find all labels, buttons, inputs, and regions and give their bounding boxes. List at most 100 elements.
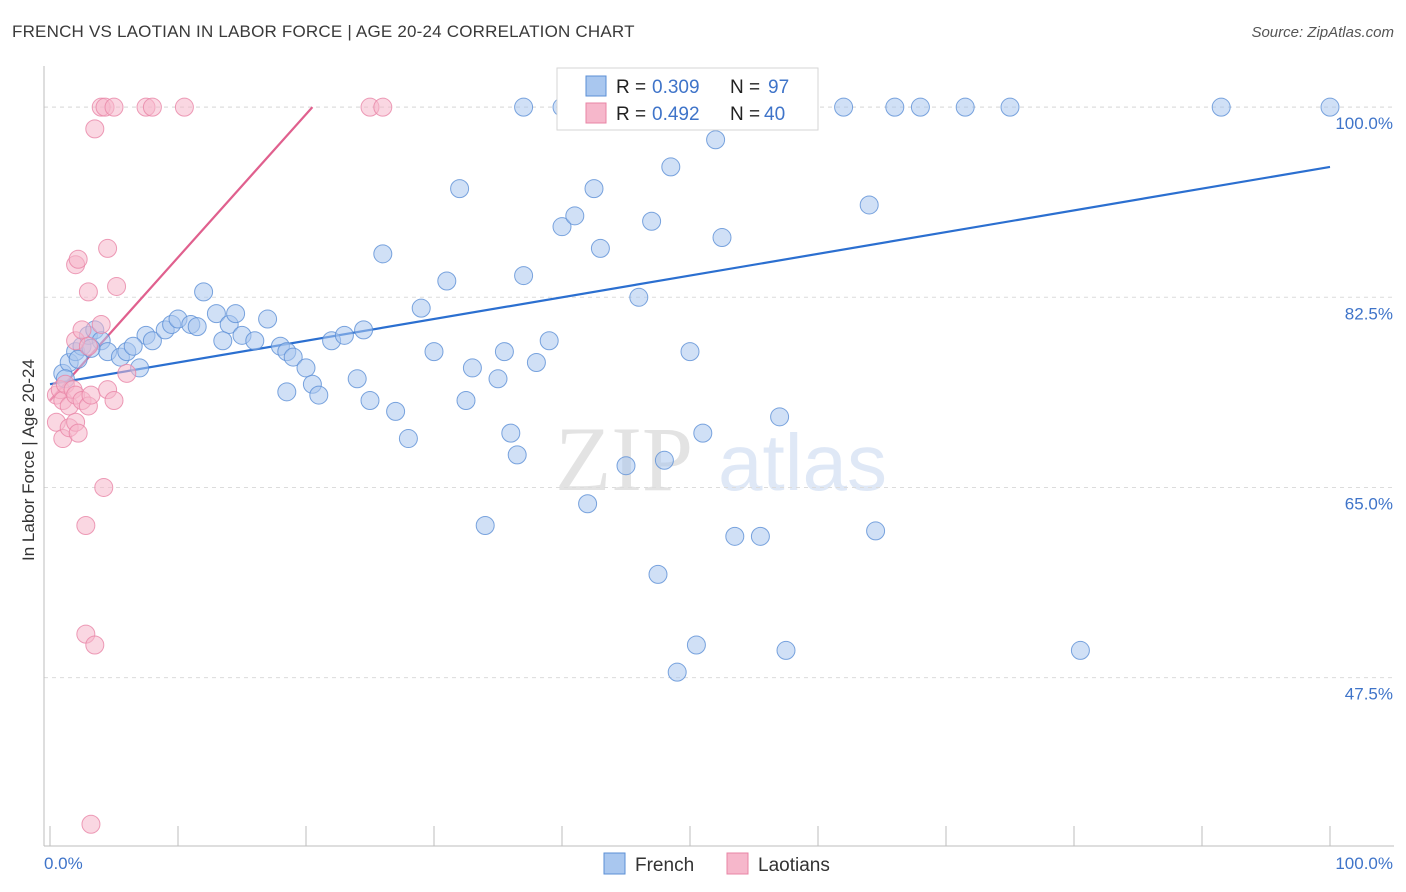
french-data-point[interactable]	[309, 385, 329, 405]
laotian-data-point[interactable]	[373, 97, 393, 117]
french-data-point[interactable]	[226, 304, 246, 324]
bottom-legend-label-laotians[interactable]: Laotians	[758, 855, 830, 876]
french-data-point[interactable]	[213, 331, 233, 351]
french-data-point[interactable]	[424, 342, 444, 362]
laotian-data-point[interactable]	[117, 363, 137, 383]
french-data-point[interactable]	[706, 130, 726, 150]
french-data-point[interactable]	[245, 331, 265, 351]
french-data-point[interactable]	[776, 640, 796, 660]
series-legend: French Laotians	[603, 852, 830, 876]
french-data-point[interactable]	[539, 331, 559, 351]
french-data-point[interactable]	[494, 342, 514, 362]
laotian-data-point[interactable]	[78, 336, 98, 356]
bottom-legend-swatch-french[interactable]	[603, 852, 626, 875]
french-data-point[interactable]	[834, 97, 854, 117]
x-tick-label-min: 0.0%	[44, 854, 83, 873]
laotian-data-point[interactable]	[174, 97, 194, 117]
laotian-data-point[interactable]	[81, 814, 101, 834]
french-data-point[interactable]	[680, 342, 700, 362]
laotian-data-point[interactable]	[72, 320, 92, 340]
french-data-point[interactable]	[386, 401, 406, 421]
legend-swatch-laotians	[585, 102, 607, 124]
laotian-data-point[interactable]	[104, 97, 124, 117]
french-data-point[interactable]	[277, 382, 297, 402]
french-data-point[interactable]	[552, 217, 572, 237]
data-points	[46, 97, 1340, 834]
french-data-point[interactable]	[910, 97, 930, 117]
french-data-point[interactable]	[667, 662, 687, 682]
y-tick-label: 65.0%	[1345, 494, 1393, 513]
french-data-point[interactable]	[1320, 97, 1340, 117]
french-data-point[interactable]	[629, 287, 649, 307]
french-data-point[interactable]	[859, 195, 879, 215]
french-data-point[interactable]	[565, 206, 585, 226]
french-data-point[interactable]	[347, 369, 367, 389]
laotian-data-point[interactable]	[98, 238, 118, 258]
french-data-point[interactable]	[584, 179, 604, 199]
bottom-legend-label-french[interactable]: French	[635, 855, 694, 876]
legend-r-value-laotians: 0.492	[652, 104, 700, 125]
french-data-point[interactable]	[373, 244, 393, 264]
french-data-point[interactable]	[1000, 97, 1020, 117]
watermark-atlas: atlas	[718, 418, 887, 507]
french-data-point[interactable]	[142, 331, 162, 351]
laotian-data-point[interactable]	[76, 515, 96, 535]
french-data-point[interactable]	[642, 211, 662, 231]
bottom-legend-swatch-laotians[interactable]	[726, 852, 749, 875]
french-data-point[interactable]	[450, 179, 470, 199]
y-axis-label: In Labor Force | Age 20-24	[19, 359, 38, 561]
french-data-point[interactable]	[398, 429, 418, 449]
laotian-data-point[interactable]	[81, 385, 101, 405]
french-data-point[interactable]	[955, 97, 975, 117]
french-data-point[interactable]	[578, 494, 598, 514]
french-data-point[interactable]	[661, 157, 681, 177]
french-data-point[interactable]	[258, 309, 278, 329]
french-data-point[interactable]	[514, 97, 534, 117]
french-data-point[interactable]	[360, 391, 380, 411]
source-label[interactable]: Source: ZipAtlas.com	[1251, 24, 1394, 41]
french-data-point[interactable]	[296, 358, 316, 378]
french-data-point[interactable]	[514, 266, 534, 286]
french-data-point[interactable]	[770, 407, 790, 427]
laotian-data-point[interactable]	[78, 282, 98, 302]
french-data-point[interactable]	[885, 97, 905, 117]
french-data-point[interactable]	[725, 526, 745, 546]
french-data-point[interactable]	[411, 298, 431, 318]
french-data-point[interactable]	[1211, 97, 1231, 117]
french-data-point[interactable]	[693, 423, 713, 443]
french-data-point[interactable]	[194, 282, 214, 302]
french-data-point[interactable]	[654, 450, 674, 470]
french-data-point[interactable]	[456, 391, 476, 411]
french-data-point[interactable]	[68, 349, 88, 369]
french-data-point[interactable]	[488, 369, 508, 389]
french-data-point[interactable]	[283, 347, 303, 367]
laotian-data-point[interactable]	[104, 391, 124, 411]
french-data-point[interactable]	[648, 564, 668, 584]
french-data-point[interactable]	[686, 635, 706, 655]
laotian-data-point[interactable]	[142, 97, 162, 117]
french-data-point[interactable]	[187, 317, 207, 337]
french-data-point[interactable]	[437, 271, 457, 291]
french-data-point[interactable]	[866, 521, 886, 541]
laotian-data-point[interactable]	[107, 276, 127, 296]
french-data-point[interactable]	[334, 325, 354, 345]
laotian-data-point[interactable]	[85, 635, 105, 655]
laotian-data-point[interactable]	[68, 423, 88, 443]
french-data-point[interactable]	[590, 238, 610, 258]
french-data-point[interactable]	[462, 358, 482, 378]
laotian-data-point[interactable]	[91, 314, 111, 334]
french-data-point[interactable]	[712, 228, 732, 248]
french-data-point[interactable]	[507, 445, 527, 465]
french-data-point[interactable]	[354, 320, 374, 340]
french-data-point[interactable]	[616, 456, 636, 476]
french-data-point[interactable]	[206, 304, 226, 324]
french-data-point[interactable]	[526, 352, 546, 372]
french-data-point[interactable]	[123, 336, 143, 356]
laotian-data-point[interactable]	[85, 119, 105, 139]
french-data-point[interactable]	[750, 526, 770, 546]
french-data-point[interactable]	[475, 515, 495, 535]
french-data-point[interactable]	[1070, 640, 1090, 660]
laotian-data-point[interactable]	[68, 249, 88, 269]
laotian-data-point[interactable]	[94, 477, 114, 497]
french-data-point[interactable]	[501, 423, 521, 443]
